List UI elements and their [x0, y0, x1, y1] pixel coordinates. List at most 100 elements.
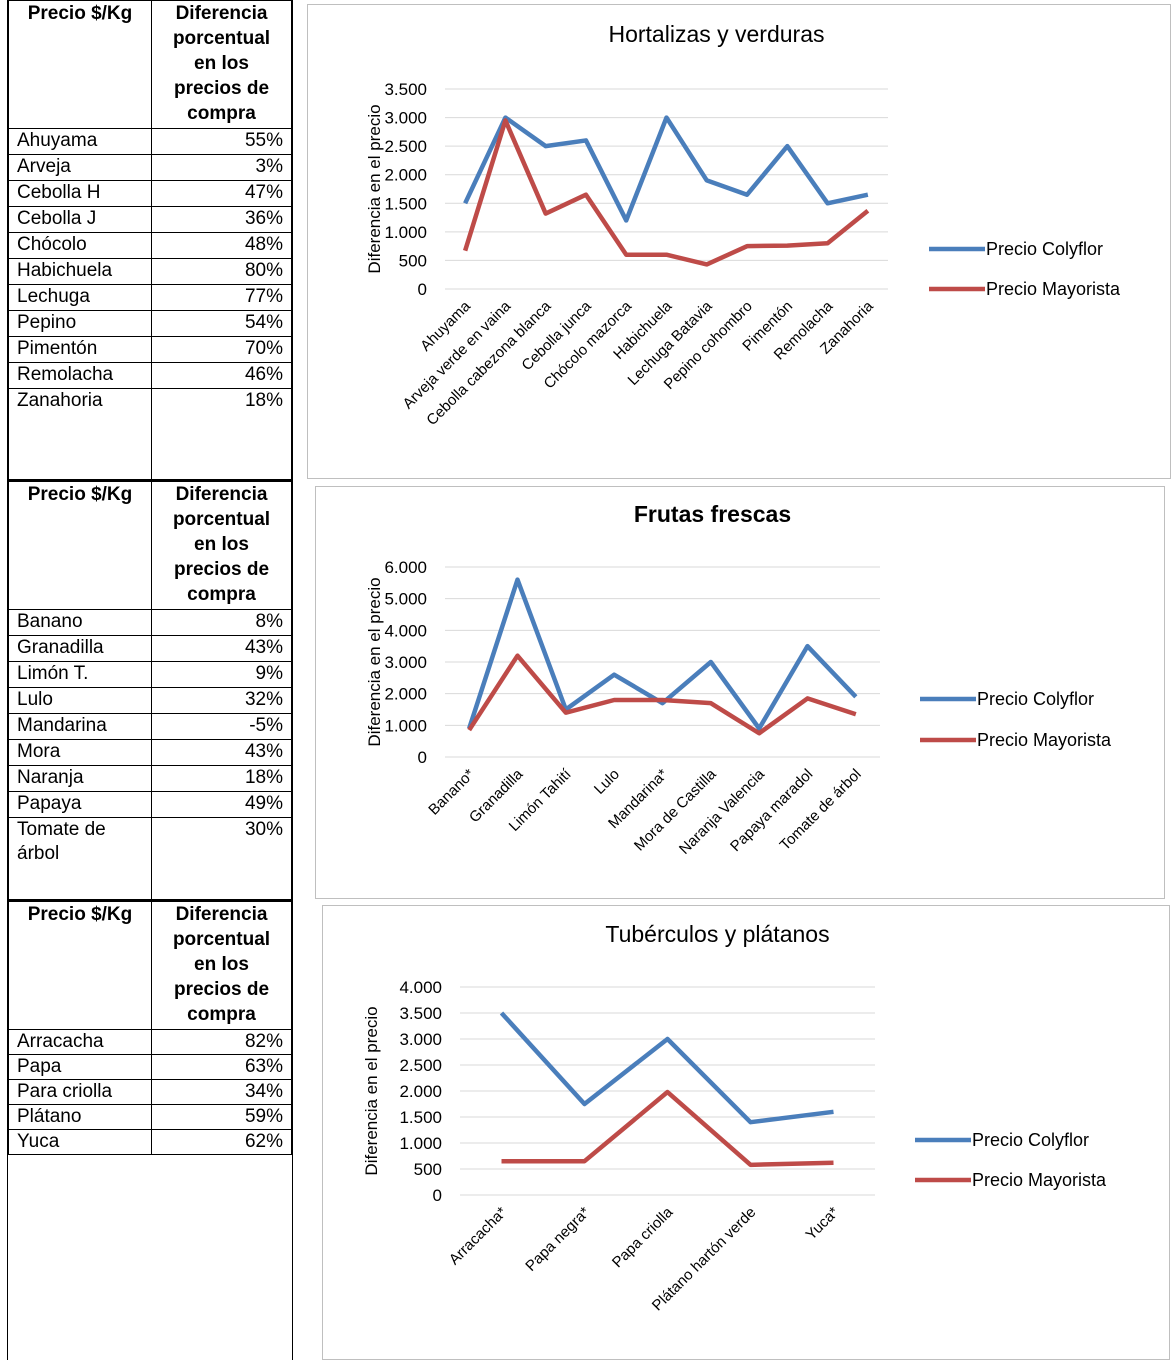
series-line	[462, 118, 870, 267]
y-tick-label: 2.000	[399, 1082, 442, 1101]
product-cell: Limón T.	[8, 661, 152, 688]
percent-cell: 43%	[151, 635, 292, 662]
y-tick-label: 3.500	[399, 1004, 442, 1023]
percent-cell: 18%	[151, 388, 292, 480]
percent-cell: 77%	[151, 284, 292, 311]
product-cell: Cebolla H	[8, 180, 152, 207]
percent-cell: 30%	[151, 817, 292, 900]
y-tick-label: 3.000	[399, 1030, 442, 1049]
percent-cell: -5%	[151, 713, 292, 740]
chart: Hortalizas y verduras Diferencia en el pr…	[307, 4, 1171, 479]
y-axis-label: Diferencia en el precio	[365, 104, 384, 273]
header-cell: Precio $/Kg	[8, 481, 152, 610]
y-tick-label: 1.500	[384, 194, 427, 213]
percent-cell: 55%	[151, 128, 292, 155]
y-tick-label: 2.000	[384, 685, 427, 704]
y-tick-label: 4.000	[384, 621, 427, 640]
legend-label: Precio Mayorista	[986, 279, 1121, 299]
percent-cell: 62%	[151, 1129, 292, 1155]
y-tick-label: 1.000	[384, 223, 427, 242]
price-table: Precio $/Kg Diferencia porcentual en los …	[8, 901, 292, 1360]
percent-cell: 34%	[151, 1079, 292, 1105]
product-cell: Lechuga	[8, 284, 152, 311]
y-tick-label: 1.000	[399, 1134, 442, 1153]
price-table: Precio $/Kg Diferencia porcentual en los …	[8, 481, 292, 900]
product-cell: Cebolla J	[8, 206, 152, 233]
y-tick-label: 500	[399, 251, 427, 270]
percent-cell: 8%	[151, 609, 292, 636]
y-tick-label: 5.000	[384, 590, 427, 609]
percent-cell: 43%	[151, 739, 292, 766]
product-cell: Tomate de árbol	[8, 817, 152, 900]
product-cell: Granadilla	[8, 635, 152, 662]
y-tick-label: 2.500	[384, 137, 427, 156]
chart-frame	[315, 486, 1165, 899]
percent-cell: 46%	[151, 362, 292, 389]
product-cell: Ahuyama	[8, 128, 152, 155]
legend-label: Precio Colyflor	[977, 689, 1094, 709]
y-tick-label: 2.500	[399, 1056, 442, 1075]
product-cell: Yuca	[8, 1129, 152, 1155]
percent-cell: 82%	[151, 1029, 292, 1055]
percent-cell: 54%	[151, 310, 292, 337]
series-line	[467, 577, 858, 731]
product-cell: Papaya	[8, 791, 152, 818]
product-cell: Plátano	[8, 1104, 152, 1130]
percent-cell: 18%	[151, 765, 292, 792]
product-cell: Habichuela	[8, 258, 152, 285]
percent-cell: 80%	[151, 258, 292, 285]
product-cell: Para criolla	[8, 1079, 152, 1105]
series-line	[499, 1011, 834, 1125]
product-cell: Chócolo	[8, 232, 152, 259]
percent-cell: 3%	[151, 154, 292, 181]
chart-frame	[307, 4, 1171, 479]
percent-cell: 70%	[151, 336, 292, 363]
y-tick-label: 3.000	[384, 653, 427, 672]
product-cell: Remolacha	[8, 362, 152, 389]
y-tick-label: 0	[418, 748, 427, 767]
series-line	[501, 1089, 834, 1168]
y-axis-label: Diferencia en el precio	[365, 577, 384, 746]
product-cell: Papa	[8, 1054, 152, 1080]
percent-cell: 32%	[151, 687, 292, 714]
legend-label: Precio Mayorista	[972, 1170, 1107, 1190]
product-cell: Pepino	[8, 310, 152, 337]
product-cell: Mandarina	[8, 713, 152, 740]
y-tick-label: 0	[418, 280, 427, 299]
table-section: Precio $/Kg Diferencia porcentual en los …	[7, 901, 293, 1360]
y-axis-label: Diferencia en el precio	[362, 1006, 381, 1175]
chart: Frutas frescas Diferencia en el precio 0 1.…	[315, 486, 1165, 899]
chart-frame	[322, 905, 1170, 1360]
y-tick-label: 500	[414, 1160, 442, 1179]
product-cell: Banano	[8, 609, 152, 636]
product-cell: Pimentón	[8, 336, 152, 363]
product-cell: Naranja	[8, 765, 152, 792]
series-line	[463, 115, 869, 223]
legend-label: Precio Colyflor	[986, 239, 1103, 259]
header-cell: Diferencia porcentual en los precios de …	[151, 0, 292, 129]
percent-cell: 48%	[151, 232, 292, 259]
legend-label: Precio Mayorista	[977, 730, 1112, 750]
y-tick-label: 0	[433, 1186, 442, 1205]
chart-title: Tubérculos y plátanos	[605, 921, 829, 947]
y-tick-label: 2.000	[384, 166, 427, 185]
product-cell: Arracacha	[8, 1029, 152, 1055]
y-tick-label: 6.000	[384, 558, 427, 577]
product-cell: Mora	[8, 739, 152, 766]
percent-cell: 47%	[151, 180, 292, 207]
y-tick-label: 4.000	[399, 978, 442, 997]
filler	[8, 1154, 292, 1360]
product-cell: Lulo	[8, 687, 152, 714]
percent-cell: 9%	[151, 661, 292, 688]
product-cell: Arveja	[8, 154, 152, 181]
chart: Tubérculos y plátanos Diferencia en el pr…	[322, 905, 1170, 1360]
y-tick-label: 3.000	[384, 109, 427, 128]
chart-title: Hortalizas y verduras	[608, 21, 824, 47]
price-table: Precio $/Kg Diferencia porcentual en los …	[8, 0, 292, 480]
percent-cell: 49%	[151, 791, 292, 818]
legend-label: Precio Colyflor	[972, 1130, 1089, 1150]
y-tick-label: 1.000	[384, 716, 427, 735]
series-line	[467, 653, 857, 736]
header-cell: Diferencia porcentual en los precios de …	[151, 481, 292, 610]
